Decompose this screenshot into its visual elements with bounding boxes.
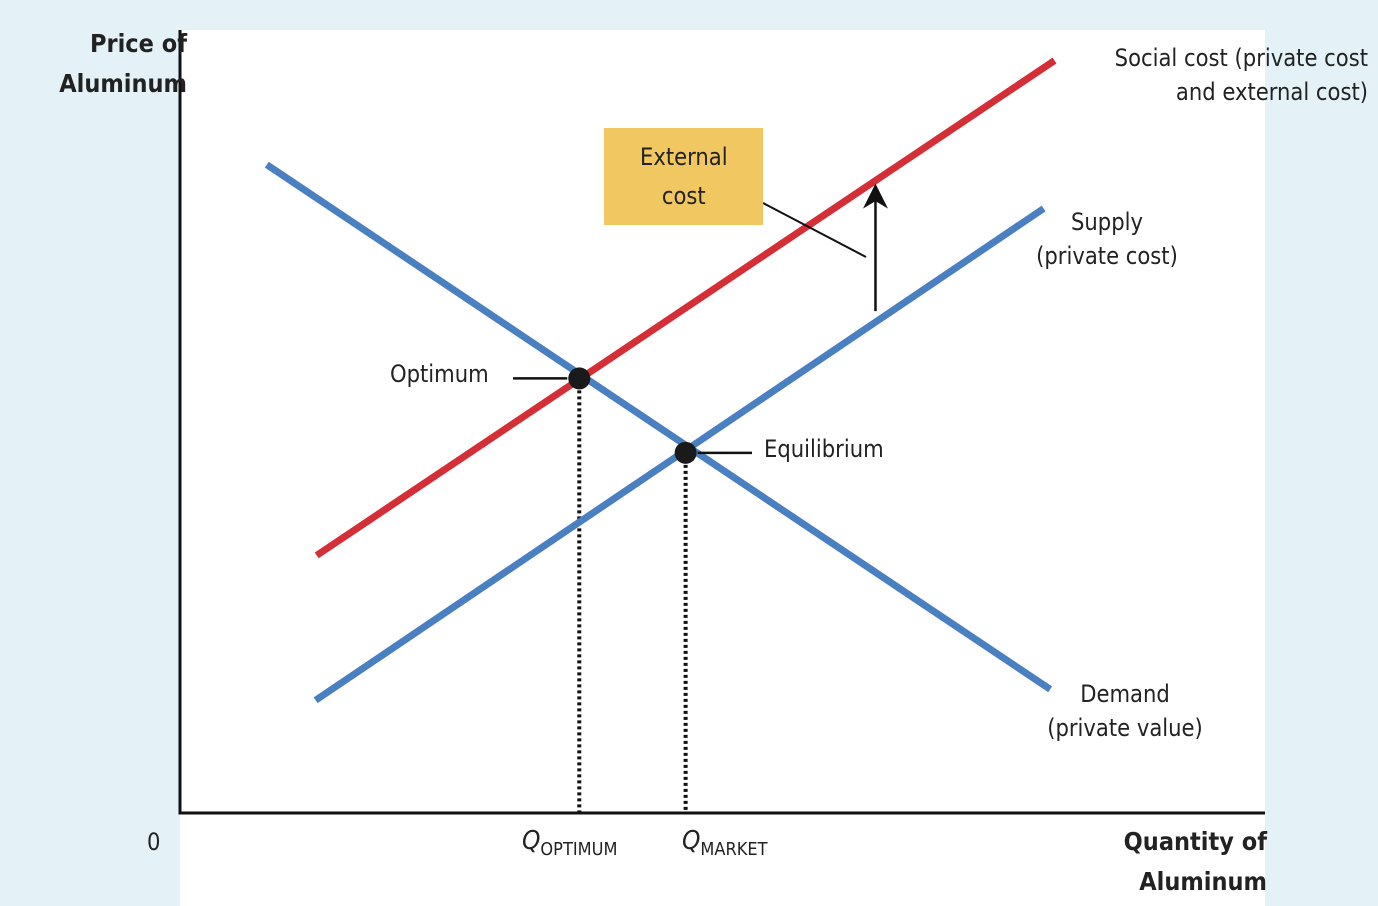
- supply-label: Supply (private cost): [1023, 206, 1190, 273]
- q-market-tick-label: QMARKET: [682, 826, 768, 860]
- y-axis-title: Price of Aluminum: [30, 24, 187, 104]
- y-axis-title-line1: Price of: [90, 29, 187, 58]
- external-cost-label-line2: cost: [661, 181, 706, 210]
- demand-line: [264, 161, 1053, 693]
- supply-label-line1: Supply: [1071, 208, 1143, 236]
- q-market-main: Q: [682, 826, 701, 856]
- q-optimum-subscript: OPTIMUM: [540, 839, 618, 860]
- external-cost-callout-line: [762, 202, 867, 258]
- q-optimum-main: Q: [522, 826, 541, 856]
- y-axis-title-line2: Aluminum: [59, 69, 187, 98]
- demand-label-line1: Demand: [1080, 680, 1170, 708]
- social-cost-label-line2: and external cost): [1175, 77, 1368, 106]
- external-cost-box: External cost: [604, 128, 763, 225]
- social-cost-label: Social cost (private cost and external c…: [1060, 42, 1368, 109]
- external-cost-label: External cost: [640, 138, 728, 215]
- origin-label: 0: [147, 828, 161, 856]
- optimum-point: [568, 367, 591, 390]
- optimum-label: Optimum: [390, 360, 489, 388]
- x-axis-title-line2: Aluminum: [1139, 867, 1267, 896]
- q-market-subscript: MARKET: [700, 839, 768, 860]
- social-cost-label-line1: Social cost (private cost: [1114, 44, 1368, 72]
- equilibrium-point: [674, 441, 697, 464]
- demand-label: Demand (private value): [1041, 678, 1208, 745]
- x-axis-title-line1: Quantity of: [1123, 827, 1267, 856]
- equilibrium-label: Equilibrium: [764, 435, 884, 463]
- x-axis-title: Quantity of Aluminum: [1054, 822, 1267, 902]
- social-cost-line: [314, 57, 1057, 559]
- q-optimum-tick-label: QOPTIMUM: [522, 826, 617, 860]
- demand-label-line2: (private value): [1047, 713, 1203, 742]
- external-cost-label-line1: External: [639, 143, 728, 172]
- supply-label-line2: (private cost): [1036, 241, 1178, 270]
